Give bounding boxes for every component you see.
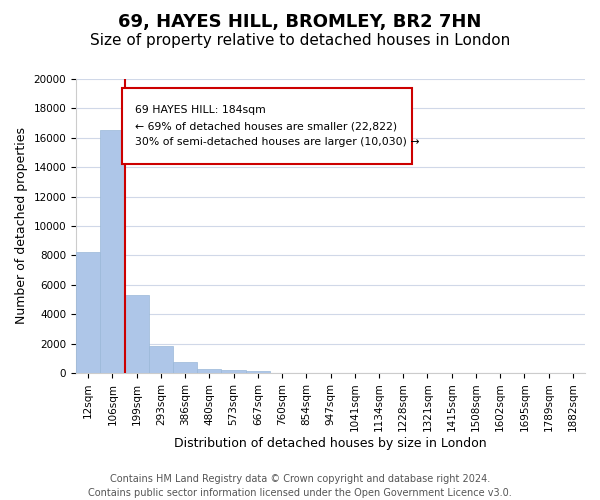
FancyBboxPatch shape — [122, 88, 412, 164]
Bar — [197, 368, 221, 373]
Bar — [173, 362, 197, 373]
Bar — [76, 252, 100, 373]
Bar — [125, 295, 149, 373]
Bar — [245, 371, 270, 373]
Text: Size of property relative to detached houses in London: Size of property relative to detached ho… — [90, 32, 510, 48]
Y-axis label: Number of detached properties: Number of detached properties — [15, 128, 28, 324]
Bar — [149, 346, 173, 373]
Text: Contains HM Land Registry data © Crown copyright and database right 2024.
Contai: Contains HM Land Registry data © Crown c… — [88, 474, 512, 498]
Text: 69 HAYES HILL: 184sqm
← 69% of detached houses are smaller (22,822)
30% of semi-: 69 HAYES HILL: 184sqm ← 69% of detached … — [134, 106, 419, 146]
Bar — [221, 370, 245, 373]
X-axis label: Distribution of detached houses by size in London: Distribution of detached houses by size … — [174, 437, 487, 450]
Bar — [100, 130, 125, 373]
Text: 69, HAYES HILL, BROMLEY, BR2 7HN: 69, HAYES HILL, BROMLEY, BR2 7HN — [118, 12, 482, 30]
